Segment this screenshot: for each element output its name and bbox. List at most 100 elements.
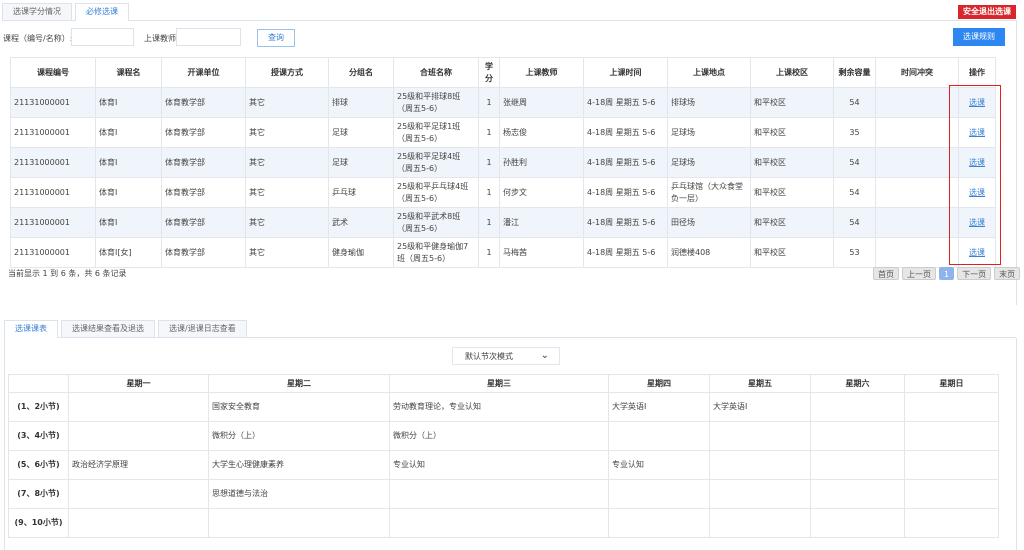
select-course-link[interactable]: 选课: [969, 187, 985, 197]
table-cell: 体育Ⅰ: [95, 207, 162, 238]
table-cell: 其它: [245, 87, 329, 118]
table-row: 21131000001 体育Ⅰ 体育教学部 其它 武术 25级和平武术8班（周五5-6） 1…: [10, 207, 996, 238]
table-cell: 和平校区: [750, 117, 834, 148]
schedule-cell: [709, 508, 811, 538]
column-header: 上课时间: [583, 57, 668, 88]
table-cell: 其它: [245, 177, 329, 208]
tab-required-selection[interactable]: 必修选课: [75, 3, 129, 21]
table-row: 21131000001 体育Ⅰ 体育教学部 其它 排球 25级和平排球8班（周五5-6） 1…: [10, 87, 996, 118]
period-label: (3、4小节): [8, 421, 69, 451]
teacher-search-label: 上课教师:: [144, 34, 179, 43]
table-cell: 潘江: [499, 207, 584, 238]
course-search-input[interactable]: [71, 28, 134, 46]
period-label: (5、6小节): [8, 450, 69, 480]
schedule-cell: 微积分（上）: [389, 421, 609, 451]
schedule-cell: [68, 392, 209, 422]
table-cell: 1: [478, 87, 500, 118]
column-header: 课程名: [95, 57, 162, 88]
table-cell: 体育教学部: [161, 147, 246, 178]
tab-results-drop[interactable]: 选课结果查看及退选: [61, 320, 155, 337]
lower-panel-right-border: [1016, 338, 1017, 550]
table-cell: 21131000001: [10, 177, 96, 208]
schedule-cell: [709, 479, 811, 509]
column-header: 上课校区: [750, 57, 834, 88]
table-cell: 选课: [958, 147, 996, 178]
select-course-link[interactable]: 选课: [969, 247, 985, 257]
tab-credit-status[interactable]: 选课学分情况: [2, 3, 72, 20]
schedule-cell: 思想道德与法治: [208, 479, 390, 509]
table-cell: 53: [833, 237, 876, 268]
tab-schedule[interactable]: 选课课表: [4, 320, 58, 338]
schedule-cell: 微积分（上）: [208, 421, 390, 451]
next-page-button[interactable]: 下一页: [957, 267, 992, 280]
tab-log[interactable]: 选课/退课日志查看: [158, 320, 247, 337]
table-cell: 35: [833, 117, 876, 148]
select-course-link[interactable]: 选课: [969, 157, 985, 167]
table-cell: 25级和平武术8班（周五5-6）: [393, 207, 479, 238]
table-cell: 孙胜利: [499, 147, 584, 178]
table-cell: [875, 237, 959, 268]
table-cell: 润德楼408: [667, 237, 751, 268]
table-cell: 排球场: [667, 87, 751, 118]
schedule-cell: [68, 479, 209, 509]
table-cell: 4-18周 星期五 5-6: [583, 177, 668, 208]
table-cell: 乒乓球馆（大众食堂负一层）: [667, 177, 751, 208]
select-course-link[interactable]: 选课: [969, 127, 985, 137]
table-cell: 和平校区: [750, 237, 834, 268]
schedule-row: (7、8小节) 思想道德与法治: [8, 479, 999, 509]
table-cell: 体育教学部: [161, 117, 246, 148]
page-1-button[interactable]: 1: [939, 267, 955, 280]
column-header: 分组名: [328, 57, 394, 88]
schedule-cell: 大学生心理健康素养: [208, 450, 390, 480]
period-label: (7、8小节): [8, 479, 69, 509]
table-cell: 足球: [328, 117, 394, 148]
column-header: 学分: [478, 57, 500, 88]
table-cell: 和平校区: [750, 177, 834, 208]
prev-page-button[interactable]: 上一页: [902, 267, 936, 280]
schedule-cell: [904, 508, 999, 538]
table-cell: 选课: [958, 207, 996, 238]
table-cell: 其它: [245, 117, 329, 148]
last-page-button[interactable]: 末页: [994, 267, 1021, 280]
table-cell: [875, 147, 959, 178]
table-cell: 25级和平乒乓球4班（周五5-6）: [393, 177, 479, 208]
table-cell: 何步文: [499, 177, 584, 208]
table-cell: 21131000001: [10, 237, 96, 268]
table-cell: 54: [833, 147, 876, 178]
schedule-cell: [389, 479, 609, 509]
table-cell: 4-18周 星期五 5-6: [583, 237, 668, 268]
table-cell: 21131000001: [10, 117, 96, 148]
panel-right-border: [1016, 20, 1017, 305]
table-cell: 25级和平足球1班（周五5-6）: [393, 117, 479, 148]
day-header: [8, 374, 69, 393]
day-header: 星期六: [810, 374, 905, 393]
schedule-cell: 专业认知: [608, 450, 710, 480]
table-cell: 选课: [958, 87, 996, 118]
schedule-cell: 专业认知: [389, 450, 609, 480]
schedule-cell: 大学英语Ⅰ: [608, 392, 710, 422]
section-mode-select[interactable]: 默认节次模式 ⌄: [452, 347, 560, 365]
table-cell: 1: [478, 237, 500, 268]
first-page-button[interactable]: 首页: [873, 267, 899, 280]
schedule-row: (1、2小节) 国家安全教育 劳动教育理论，专业认知 大学英语Ⅰ 大学英语Ⅰ: [8, 392, 999, 422]
table-cell: 其它: [245, 207, 329, 238]
teacher-search-input[interactable]: [176, 28, 241, 46]
exit-selection-button[interactable]: 安全退出选课: [958, 5, 1016, 19]
select-course-link[interactable]: 选课: [969, 97, 985, 107]
selection-rules-button[interactable]: 选课规则: [953, 28, 1005, 46]
schedule-row: (3、4小节) 微积分（上） 微积分（上）: [8, 421, 999, 451]
table-row: 21131000001 体育Ⅰ[女] 体育教学部 其它 健身瑜伽 25级和平健身瑜伽7班（…: [10, 237, 996, 268]
query-button[interactable]: 查询: [257, 29, 295, 47]
table-cell: 54: [833, 177, 876, 208]
period-label: (1、2小节): [8, 392, 69, 422]
schedule-cell: [68, 508, 209, 538]
table-cell: 体育Ⅰ: [95, 177, 162, 208]
table-cell: 选课: [958, 237, 996, 268]
table-cell: 和平校区: [750, 207, 834, 238]
table-cell: 乒乓球: [328, 177, 394, 208]
select-course-link[interactable]: 选课: [969, 217, 985, 227]
schedule-cell: [810, 508, 905, 538]
schedule-cell: 劳动教育理论，专业认知: [389, 392, 609, 422]
column-header: 操作: [958, 57, 996, 88]
table-row: 21131000001 体育Ⅰ 体育教学部 其它 足球 25级和平足球4班（周五5-6） 1…: [10, 147, 996, 178]
